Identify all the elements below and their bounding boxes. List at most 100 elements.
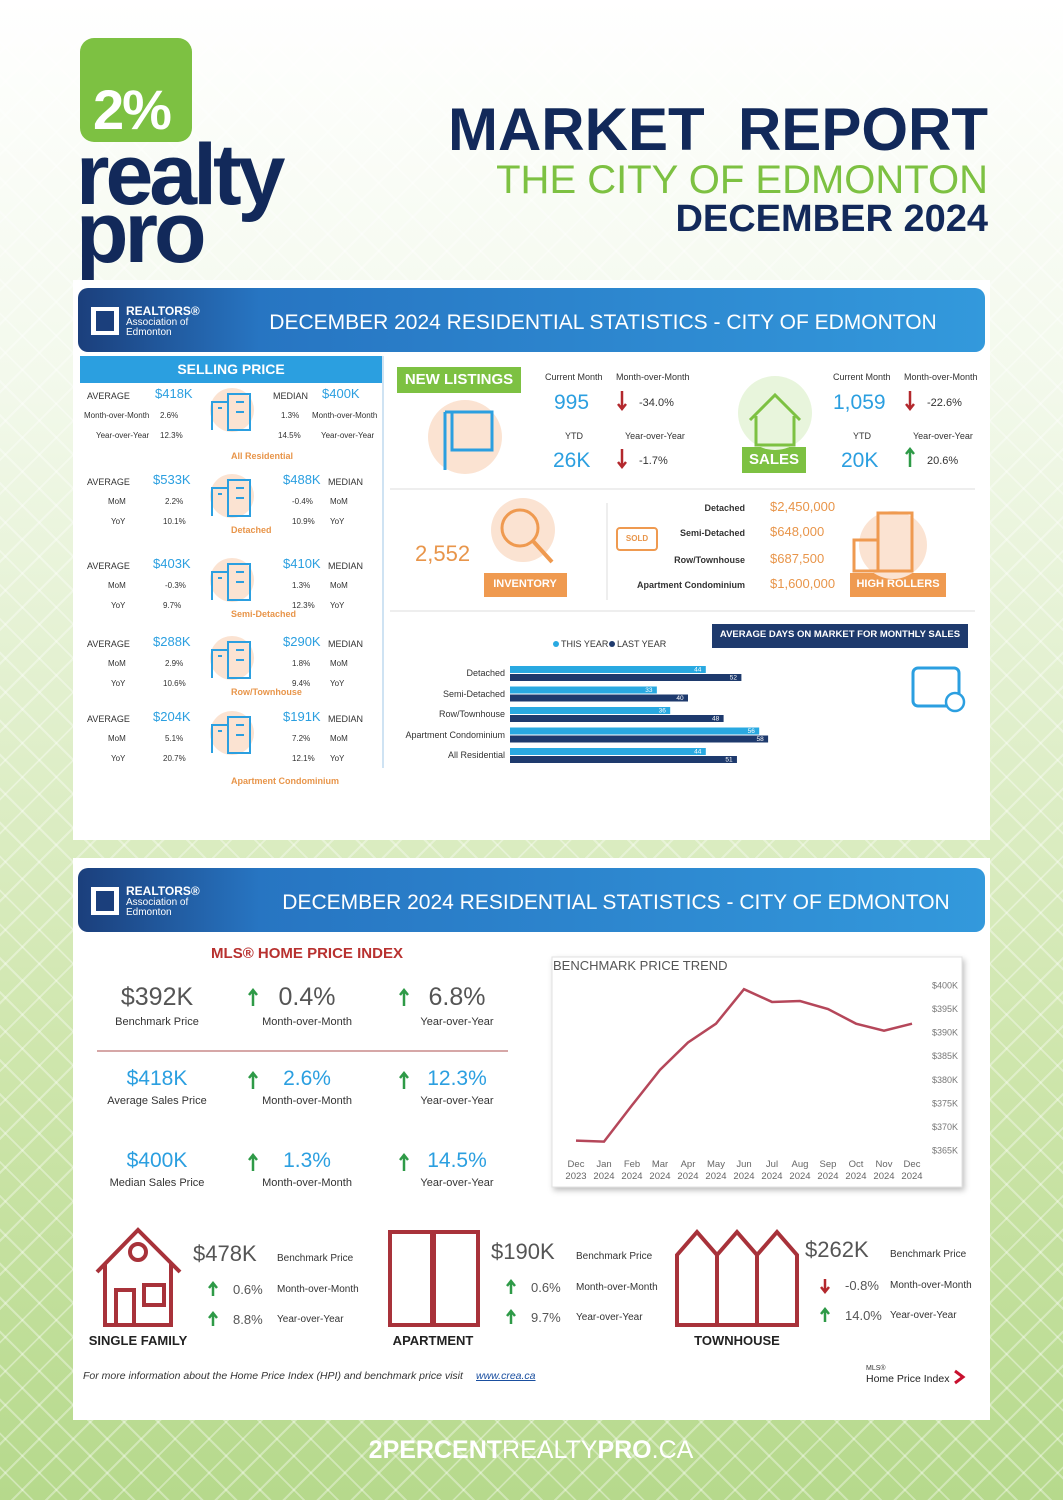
- arrow-up: [820, 1306, 830, 1322]
- stat-value: 12.1%: [292, 754, 315, 763]
- logo-text: pro: [76, 185, 207, 281]
- stat-label: Average Sales Price: [107, 1095, 207, 1107]
- category-label: All Residential: [447, 750, 505, 760]
- bar: [510, 686, 657, 694]
- stat-value: $488K: [283, 472, 321, 487]
- stat-label: YoY: [111, 754, 126, 763]
- data-label: 33: [645, 687, 653, 694]
- stat-value: 995: [554, 391, 590, 414]
- stat-value: 20K: [841, 449, 879, 472]
- stat-label: AVERAGE: [87, 561, 130, 571]
- arrow-up: [248, 1152, 258, 1171]
- stat-value: -22.6%: [927, 397, 962, 409]
- arrow-up: [208, 1280, 218, 1296]
- mls-logo: MLS®: [866, 1365, 886, 1372]
- stat-label: MEDIAN: [328, 714, 364, 724]
- stat-label: YoY: [111, 679, 126, 688]
- stat-value: -0.3%: [165, 581, 186, 590]
- arrow-up: [399, 1070, 409, 1089]
- stat-label: Year-over-Year: [890, 1310, 957, 1321]
- data-label: 44: [694, 667, 702, 674]
- category-label: Semi-Detached: [442, 688, 505, 699]
- townhouse-icon: [675, 1228, 799, 1327]
- label-box: [712, 624, 968, 648]
- stat-value: $191K: [283, 709, 321, 724]
- icon-bg: [210, 711, 254, 755]
- icon-bg: [210, 388, 254, 432]
- x-tick-label: 2024: [789, 1171, 810, 1182]
- section-title: SELLING PRICE: [177, 361, 285, 377]
- legend-label: LAST YEAR: [617, 639, 667, 649]
- stat-value: 14.5%: [427, 1149, 487, 1172]
- category-label: Apartment Condominium: [405, 729, 505, 740]
- org-name: Association of: [126, 317, 189, 328]
- stat-label: MEDIAN: [328, 639, 364, 649]
- chart-title: AVERAGE DAYS ON MARKET FOR MONTHLY SALES: [719, 629, 961, 640]
- y-tick-label: $385K: [932, 1051, 958, 1061]
- stat-value: $392K: [120, 983, 194, 1011]
- house-icon: [748, 392, 802, 447]
- stat-value: 12.3%: [160, 431, 183, 440]
- stat-value: $648,000: [770, 524, 825, 539]
- data-label: 36: [659, 708, 667, 715]
- chart-title: BENCHMARK PRICE TREND: [553, 958, 728, 973]
- stat-value: 2.6%: [160, 411, 179, 420]
- bar: [510, 756, 737, 763]
- stat-value: 5.1%: [165, 734, 184, 743]
- stat-label: Apartment Condominium: [637, 580, 745, 590]
- footnote-link[interactable]: www.crea.ca: [476, 1370, 536, 1382]
- stat-value: 1.3%: [283, 1149, 331, 1172]
- stat-label: Semi-Detached: [679, 528, 745, 538]
- stat-label: AVERAGE: [87, 391, 130, 401]
- stat-label: Year-over-Year: [625, 431, 685, 441]
- org-name: REALTORS®: [126, 304, 200, 318]
- stat-label: Benchmark Price: [115, 1016, 199, 1028]
- x-tick-label: Oct: [849, 1159, 864, 1170]
- stat-value: $400K: [126, 1149, 188, 1172]
- x-tick-label: 2024: [649, 1171, 670, 1182]
- arrow-down: [617, 449, 627, 470]
- y-tick-label: $365K: [932, 1146, 958, 1156]
- stat-label: Benchmark Price: [890, 1249, 967, 1260]
- stat-label: YoY: [330, 754, 345, 763]
- x-tick-label: Jun: [736, 1159, 751, 1170]
- stat-value: 1.8%: [292, 659, 311, 668]
- stat-label: MoM: [108, 659, 126, 668]
- stat-label: Year-over-Year: [420, 1177, 494, 1189]
- stat-value: $418K: [126, 1067, 188, 1090]
- logo-text: realty: [76, 127, 285, 223]
- org-name: REALTORS®: [126, 884, 200, 898]
- x-tick-label: Aug: [792, 1159, 809, 1170]
- stat-value: 9.4%: [292, 679, 311, 688]
- bar: [510, 694, 688, 702]
- stat-label: AVERAGE: [87, 477, 130, 487]
- data-label: 40: [676, 695, 684, 702]
- banner: [78, 288, 985, 352]
- stat-value: 10.1%: [163, 517, 186, 526]
- stat-value: 12.3%: [292, 601, 315, 610]
- stat-value: 20.7%: [163, 754, 186, 763]
- x-tick-label: 2024: [705, 1171, 726, 1182]
- stat-value: $418K: [155, 386, 193, 401]
- data-label: 52: [730, 675, 738, 682]
- building-icon: [211, 479, 251, 517]
- x-tick-label: Dec: [568, 1159, 585, 1170]
- legend-label: THIS YEAR: [561, 639, 609, 649]
- stat-label: Median Sales Price: [109, 1177, 205, 1189]
- x-tick-label: Feb: [624, 1159, 640, 1170]
- stat-label: Year-over-Year: [277, 1314, 344, 1325]
- legend-swatch: [609, 641, 615, 647]
- y-tick-label: $370K: [932, 1122, 958, 1132]
- arrow-up: [399, 987, 409, 1006]
- category-label: Row/Townhouse: [438, 709, 505, 719]
- stat-label: Month-over-Month: [262, 1095, 352, 1107]
- banner-title: DECEMBER 2024 RESIDENTIAL STATISTICS - C…: [269, 311, 937, 334]
- banner-title: DECEMBER 2024 RESIDENTIAL STATISTICS - C…: [282, 891, 950, 914]
- stat-value: 0.6%: [233, 1282, 263, 1297]
- stat-label: Benchmark Price: [576, 1251, 653, 1262]
- stat-label: Current Month: [833, 372, 891, 382]
- report-date: DECEMBER 2024: [675, 198, 988, 240]
- stat-value: $410K: [283, 556, 321, 571]
- property-type: APARTMENT: [392, 1333, 474, 1348]
